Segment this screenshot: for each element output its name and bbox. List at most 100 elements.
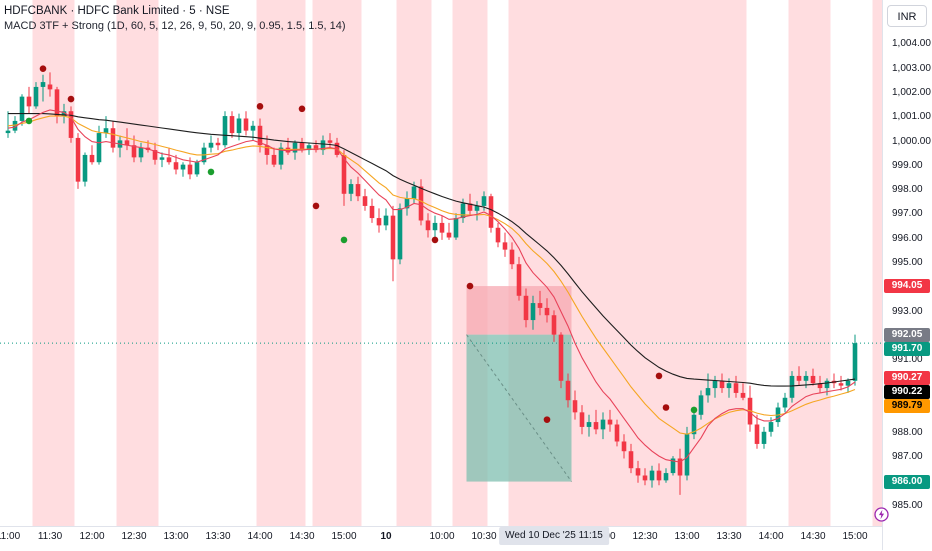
candle-body xyxy=(782,397,788,408)
candle-body xyxy=(390,215,396,260)
candle-body xyxy=(558,334,564,381)
red-band xyxy=(32,0,75,526)
price-tag: 986.00 xyxy=(884,474,930,489)
indicator-label[interactable]: MACD 3TF + Strong (1D, 60, 5, 12, 26, 9,… xyxy=(4,20,346,32)
candle-body xyxy=(124,140,130,146)
candle-body xyxy=(327,140,333,143)
price-tick-label: 996.00 xyxy=(892,232,923,244)
candle-body xyxy=(600,419,606,430)
candle-body xyxy=(131,145,137,158)
price-axis[interactable] xyxy=(882,0,932,550)
candle-body xyxy=(502,242,508,250)
candle-body xyxy=(446,232,452,238)
candle-body xyxy=(495,227,501,243)
candle-body xyxy=(418,186,424,221)
candle-body xyxy=(635,468,641,476)
candle-body xyxy=(726,383,732,389)
candle-body xyxy=(369,205,375,219)
time-tick-label: 13:00 xyxy=(674,531,700,542)
candle-body xyxy=(264,145,270,155)
candle-body xyxy=(411,186,417,199)
candle-body xyxy=(19,96,25,121)
price-tick-label: 1,004.00 xyxy=(892,38,931,50)
price-tick-label: 995.00 xyxy=(892,257,923,268)
buy-signal-dot xyxy=(340,236,348,244)
sell-signal-dot xyxy=(655,372,663,380)
candle-body xyxy=(705,388,711,396)
candle-body xyxy=(110,128,116,148)
candlestick-chart[interactable] xyxy=(0,0,882,526)
candle-body xyxy=(348,184,354,194)
candle-body xyxy=(236,118,242,134)
candle-body xyxy=(75,137,81,182)
candle-body xyxy=(754,424,760,444)
candle-body xyxy=(642,475,648,481)
candle-body xyxy=(138,147,144,158)
price-tag: 989.79 xyxy=(884,398,930,413)
moving-averages xyxy=(7,109,856,463)
chart-pane[interactable]: HDFCBANK · HDFC Bank Limited · 5 · NSE M… xyxy=(0,0,882,526)
price-tick-label: 1,001.00 xyxy=(892,111,931,123)
buy-signal-dot xyxy=(25,117,33,125)
sell-signal-dot xyxy=(39,65,47,73)
ema-fast-line xyxy=(7,109,856,463)
candle-body xyxy=(649,470,655,481)
candle-body xyxy=(670,458,676,474)
candle-body xyxy=(376,218,382,226)
sell-signal-dot xyxy=(662,404,670,411)
candle-body xyxy=(103,128,109,134)
price-tick-label: 993.00 xyxy=(892,305,923,317)
time-axis[interactable] xyxy=(0,526,882,551)
candle-body xyxy=(509,249,515,265)
candle-body xyxy=(278,147,284,165)
candle-body xyxy=(656,470,662,481)
candle-body xyxy=(341,154,347,194)
candle-body xyxy=(152,150,158,160)
signals xyxy=(25,65,698,423)
candle-body xyxy=(593,422,599,430)
candle-body xyxy=(579,412,585,427)
candle-body xyxy=(180,164,186,170)
candle-body xyxy=(89,154,95,163)
time-tick-label: 14:30 xyxy=(289,531,315,542)
time-tick-label: 12:30 xyxy=(121,531,147,542)
candle-body xyxy=(607,419,613,425)
chart-legend[interactable]: HDFCBANK · HDFC Bank Limited · 5 · NSE M… xyxy=(4,4,346,34)
lightning-icon[interactable] xyxy=(874,507,889,522)
time-tick-label: 11:30 xyxy=(37,531,63,542)
symbol-title[interactable]: HDFCBANK · HDFC Bank Limited · 5 · NSE xyxy=(4,5,230,17)
candle-body xyxy=(425,220,431,231)
candle-body xyxy=(299,142,305,151)
candle-body xyxy=(243,118,249,131)
candle-body xyxy=(845,380,851,386)
candle-body xyxy=(229,116,235,134)
candle-body xyxy=(215,142,221,146)
time-tick-label: 10:00 xyxy=(429,531,455,542)
time-tick-label: 12:30 xyxy=(632,531,658,542)
candle-body xyxy=(719,380,725,389)
candle-body xyxy=(397,208,403,260)
time-tick-label: 14:30 xyxy=(800,531,826,542)
trade-path-line xyxy=(466,334,572,482)
candle-body xyxy=(551,315,557,335)
sell-signal-dot xyxy=(67,95,75,103)
candle-body xyxy=(12,120,18,131)
price-tick-label: 1,003.00 xyxy=(892,62,931,74)
candle-body xyxy=(460,203,466,219)
candle-body xyxy=(194,162,200,175)
red-band xyxy=(256,0,306,526)
currency-button[interactable]: INR xyxy=(887,5,927,27)
buy-signal-dot xyxy=(207,168,215,176)
sell-signal-dot xyxy=(312,202,320,210)
candle-body xyxy=(439,222,445,233)
candle-body xyxy=(306,145,312,151)
candle-body xyxy=(257,125,263,146)
time-tick-label: 13:30 xyxy=(205,531,231,542)
red-band xyxy=(872,0,882,526)
sell-signal-dot xyxy=(466,282,474,290)
candle-body xyxy=(453,218,459,238)
sell-signal-dot xyxy=(298,105,306,113)
candle-body xyxy=(852,343,858,381)
candle-body xyxy=(614,424,620,442)
price-tick-label: 985.00 xyxy=(892,499,923,511)
